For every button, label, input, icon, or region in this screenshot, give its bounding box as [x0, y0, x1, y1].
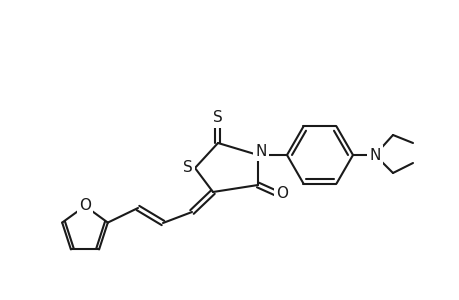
- Text: S: S: [183, 160, 192, 175]
- Text: O: O: [275, 187, 287, 202]
- Text: N: N: [255, 143, 266, 158]
- Text: N: N: [369, 148, 380, 163]
- Text: S: S: [213, 110, 223, 125]
- Text: O: O: [79, 199, 91, 214]
